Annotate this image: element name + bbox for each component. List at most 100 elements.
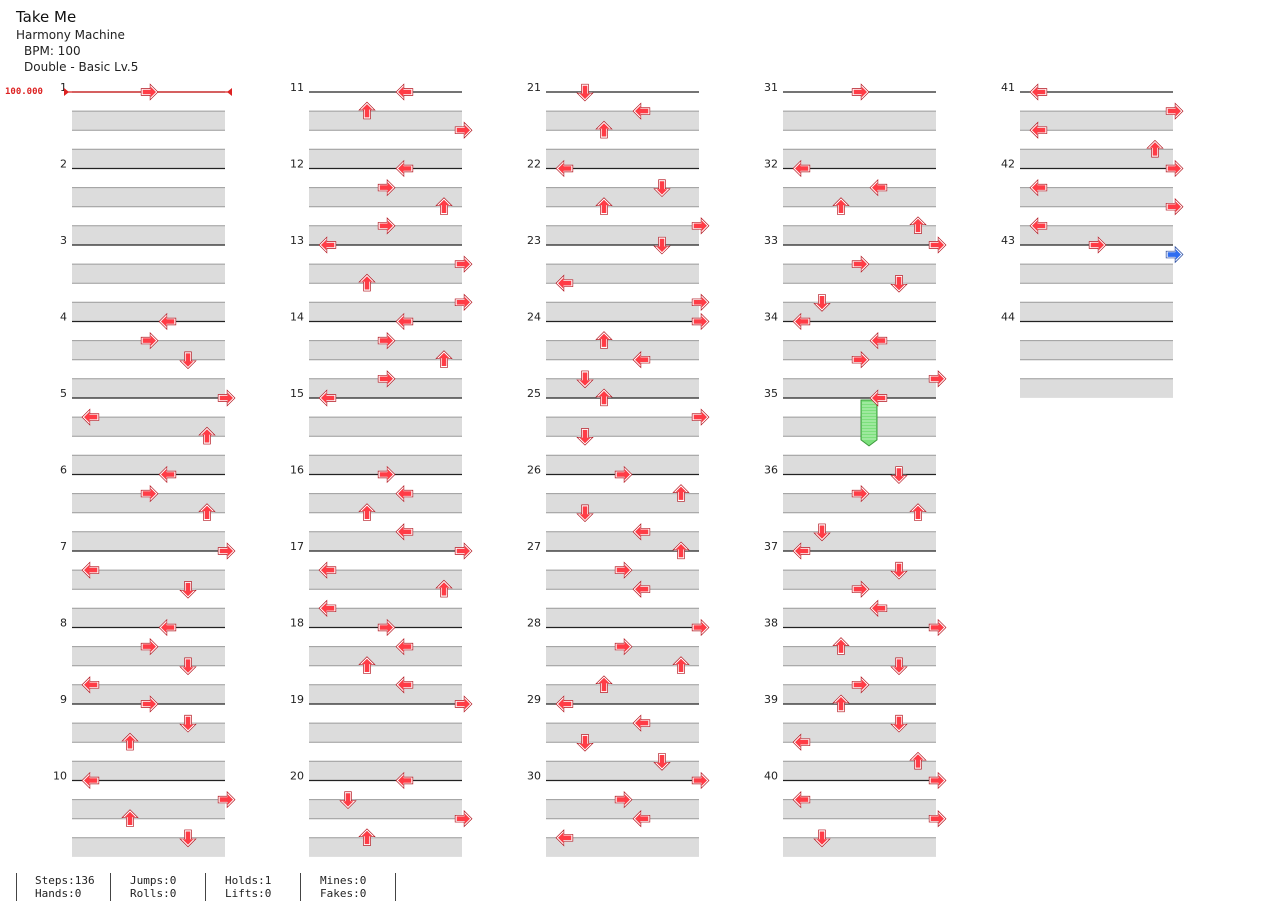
- measure-14: 14: [290, 311, 462, 398]
- arrow-down-icon: [890, 714, 908, 733]
- beat-band: [72, 149, 225, 169]
- beat-band: [783, 111, 936, 131]
- beat-band: [546, 799, 699, 819]
- measure-18: 18: [290, 617, 462, 704]
- arrow-right-icon: [614, 465, 633, 484]
- measure-number: 28: [527, 617, 541, 630]
- beat-band: [72, 761, 225, 781]
- arrow-right-icon: [851, 255, 870, 273]
- measure-17: 17: [290, 540, 462, 628]
- arrow-left-icon: [632, 523, 651, 541]
- beat-band: [783, 799, 936, 819]
- beat-band: [546, 340, 699, 360]
- stat-mines: Mines:0: [320, 874, 367, 887]
- measure-32: 32: [764, 158, 936, 245]
- measure-10: 10: [53, 770, 225, 857]
- arrow-up-icon: [832, 694, 850, 713]
- beat-band: [72, 111, 225, 131]
- arrow-down-icon: [576, 428, 594, 446]
- beat-band: [72, 608, 225, 628]
- measure-number: 38: [764, 617, 778, 630]
- measure-number: 1: [60, 81, 67, 94]
- beat-band: [783, 225, 936, 245]
- beat-band: [783, 761, 936, 781]
- arrow-right-icon: [928, 771, 947, 790]
- measure-number: 32: [764, 158, 778, 171]
- arrow-up-icon: [358, 828, 376, 846]
- beat-band: [309, 608, 462, 628]
- measure-number: 6: [60, 464, 67, 477]
- arrow-down-icon: [813, 294, 831, 312]
- beat-band: [546, 149, 699, 169]
- arrow-down-icon: [179, 714, 197, 733]
- arrow-right-icon: [928, 810, 947, 828]
- arrow-up-icon: [435, 197, 453, 215]
- measure-number: 20: [290, 770, 304, 783]
- hold-note: [860, 399, 878, 447]
- arrow-up-icon: [672, 541, 690, 560]
- measure-number: 14: [290, 311, 304, 324]
- beat-band: [546, 723, 699, 743]
- arrow-left-icon: [1029, 178, 1048, 197]
- measure-number: 34: [764, 311, 778, 324]
- arrow-down-icon: [890, 275, 908, 293]
- arrow-left-icon: [1029, 83, 1048, 101]
- arrow-left-icon: [395, 676, 414, 694]
- arrow-up-icon: [435, 579, 453, 598]
- beat-band: [1020, 149, 1173, 169]
- step-chart: 1234567891011121314151617181920212223242…: [53, 81, 1184, 857]
- measure-42: 42: [1001, 158, 1173, 245]
- arrow-right-icon: [614, 561, 633, 579]
- stat-column-mines: Mines:0 Fakes:0: [302, 873, 396, 901]
- arrow-up-icon: [198, 426, 216, 445]
- arrow-left-icon: [555, 274, 574, 292]
- measure-30: 30: [527, 770, 699, 857]
- arrow-left-icon: [632, 351, 651, 369]
- measure-number: 12: [290, 158, 304, 171]
- arrow-up-icon: [595, 388, 613, 407]
- beat-band: [783, 455, 936, 475]
- beat-band: [72, 225, 225, 245]
- arrow-left-icon: [318, 599, 337, 617]
- measure-24: 24: [527, 311, 699, 398]
- arrow-down-icon: [576, 83, 594, 102]
- arrow-right-icon: [454, 695, 473, 713]
- stat-column-steps: Steps:136 Hands:0: [17, 873, 111, 901]
- arrow-up-icon: [198, 503, 216, 521]
- measure-number: 23: [527, 234, 541, 247]
- arrow-right-icon: [851, 83, 870, 101]
- arrow-right-icon: [851, 351, 870, 369]
- measure-19: 19: [290, 693, 462, 781]
- arrow-left-icon: [318, 236, 337, 254]
- arrow-left-icon: [792, 790, 811, 809]
- arrow-left-icon: [81, 561, 100, 579]
- measure-number: 27: [527, 540, 541, 553]
- measure-29: 29: [527, 693, 699, 781]
- arrow-right-icon: [377, 178, 396, 197]
- arrow-left-icon: [395, 159, 414, 178]
- measure-22: 22: [527, 158, 699, 245]
- arrow-down-icon: [890, 657, 908, 676]
- beat-band: [546, 493, 699, 513]
- arrow-left-icon: [792, 312, 811, 331]
- measure-5: 5: [60, 387, 225, 475]
- beat-band: [546, 684, 699, 704]
- arrow-up-icon: [358, 503, 376, 521]
- stats-bar: Steps:136 Hands:0 Jumps:0 Rolls:0 Holds:…: [16, 873, 396, 901]
- beat-band: [309, 646, 462, 666]
- beat-band: [309, 302, 462, 322]
- beat-band: [546, 225, 699, 245]
- measure-number: 24: [527, 311, 541, 324]
- measure-number: 5: [60, 387, 67, 400]
- beat-band: [309, 799, 462, 819]
- arrow-right-icon: [851, 580, 870, 598]
- beat-band: [309, 761, 462, 781]
- arrow-right-icon: [454, 293, 473, 311]
- bpm-change-label: 100.000: [5, 87, 43, 97]
- beat-band: [546, 570, 699, 590]
- arrow-right-icon: [928, 236, 947, 254]
- arrow-right-icon: [1165, 102, 1184, 120]
- arrow-left-icon: [81, 771, 100, 790]
- arrow-right-icon: [928, 618, 947, 637]
- arrow-left-icon: [792, 733, 811, 751]
